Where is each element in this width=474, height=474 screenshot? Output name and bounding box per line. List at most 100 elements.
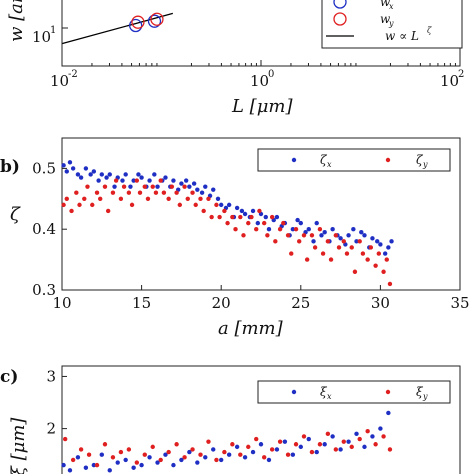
data-point	[215, 196, 221, 201]
data-point	[338, 236, 343, 241]
x-axis-ticks: 10 15 20 25 30 35	[52, 285, 470, 312]
data-point	[211, 187, 216, 192]
legend-marker-wx	[333, 0, 347, 9]
y-tick-exponent: 1	[50, 25, 56, 36]
data-point	[274, 447, 280, 452]
legend-label-wy-sub: y	[388, 19, 394, 28]
y-axis-ticks: 0.3 0.4 0.5	[32, 159, 67, 299]
data-point	[230, 442, 235, 447]
data-point	[239, 208, 245, 214]
data-point	[277, 227, 283, 232]
y-tick-label: 2	[46, 420, 56, 438]
data-point	[126, 190, 132, 195]
data-point	[226, 452, 232, 457]
legend-marker-b	[385, 157, 391, 163]
data-point	[74, 190, 79, 195]
data-point	[123, 172, 128, 177]
data-point	[386, 245, 391, 250]
y-tick-label: 0.4	[32, 220, 56, 238]
legend-label-a-sub: x	[327, 160, 332, 169]
data-point	[312, 245, 318, 250]
data-point	[161, 190, 167, 195]
data-point	[346, 233, 351, 238]
data-point	[174, 190, 179, 195]
data-point	[85, 184, 90, 189]
data-point	[203, 455, 208, 460]
legend-label-fit: w ∝ L	[385, 29, 419, 43]
data-point	[86, 452, 92, 457]
data-point	[217, 214, 222, 220]
data-point	[273, 239, 278, 244]
data-point	[314, 220, 319, 226]
axes-frame	[61, 137, 461, 291]
data-point	[293, 227, 299, 232]
data-point	[131, 15, 145, 29]
data-point	[222, 449, 227, 455]
data-point	[346, 439, 351, 444]
data-point	[102, 184, 108, 189]
y-tick-label: 0.3	[32, 281, 56, 299]
data-point	[370, 434, 375, 439]
data-point	[185, 196, 190, 201]
data-point	[182, 455, 187, 460]
data-point	[150, 444, 155, 450]
legend-label-a: ξ	[320, 385, 328, 399]
data-point	[214, 202, 219, 208]
x-tick-label: 20	[212, 294, 231, 312]
data-point	[360, 251, 366, 256]
data-point	[349, 444, 354, 450]
data-point	[328, 257, 334, 262]
legend: ζ x ζ y	[257, 148, 451, 172]
data-point	[242, 211, 248, 217]
data-point	[234, 444, 240, 450]
data-point	[266, 227, 272, 232]
data-point	[375, 239, 380, 244]
data-point	[134, 460, 140, 465]
data-point	[351, 227, 356, 232]
data-point	[341, 439, 346, 444]
data-point	[219, 202, 224, 208]
data-point	[90, 202, 95, 208]
data-point	[325, 239, 331, 244]
legend-box	[257, 148, 451, 172]
axes-frame	[61, 365, 461, 474]
data-point	[96, 178, 101, 183]
data-point	[78, 175, 84, 180]
data-point	[91, 169, 97, 174]
data-point	[104, 175, 109, 180]
data-point	[277, 439, 283, 444]
data-point	[289, 251, 294, 256]
data-point	[102, 442, 108, 447]
data-point	[238, 214, 243, 220]
legend-marker-a	[291, 389, 297, 395]
panel-c: c) 23 ξ [μm] ξ x ξ y	[0, 365, 461, 474]
x-tick-label: 10	[250, 72, 269, 90]
data-point	[309, 233, 315, 238]
data-point	[94, 462, 100, 468]
data-point	[201, 208, 206, 214]
data-point	[222, 208, 227, 214]
data-point	[179, 181, 184, 186]
x-tick-labels: 10 -2 10 0 10 2	[50, 69, 464, 90]
legend: w x w y w ∝ L ζ	[321, 0, 463, 49]
data-point	[195, 187, 200, 192]
data-point	[317, 227, 323, 232]
data-point	[381, 434, 386, 439]
data-point	[155, 184, 160, 189]
data-point	[107, 172, 112, 177]
data-point	[67, 160, 73, 165]
data-point	[344, 251, 350, 256]
data-point	[317, 442, 323, 447]
x-tick-label: 15	[132, 294, 151, 312]
data-point	[190, 190, 195, 195]
y-tick-label: 3	[46, 367, 56, 385]
data-point	[301, 233, 307, 238]
data-point	[129, 18, 143, 33]
data-point	[241, 233, 246, 238]
data-point	[177, 202, 183, 208]
data-point	[274, 214, 280, 220]
data-point	[387, 281, 393, 287]
data-point	[187, 184, 192, 189]
data-point	[120, 178, 125, 183]
data-point	[115, 460, 120, 465]
